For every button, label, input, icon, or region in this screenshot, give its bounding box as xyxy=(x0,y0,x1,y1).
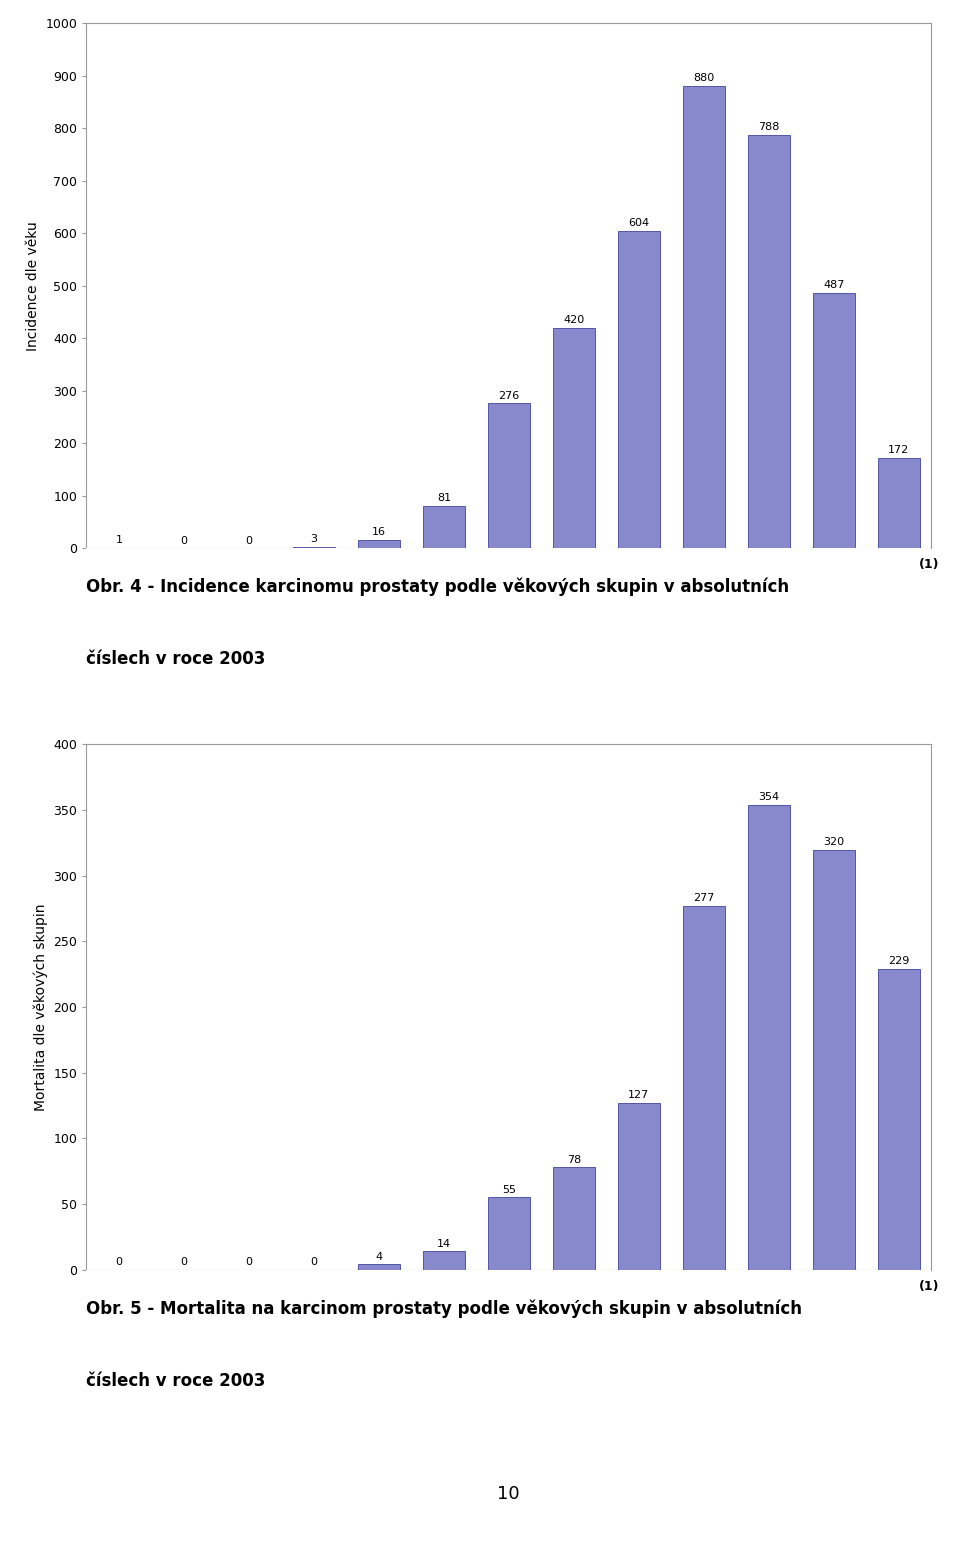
Text: 354: 354 xyxy=(758,793,780,802)
Bar xyxy=(358,541,400,548)
Text: (1): (1) xyxy=(919,558,939,572)
Bar xyxy=(293,547,335,548)
Bar xyxy=(358,1264,400,1270)
Text: 3: 3 xyxy=(310,535,318,544)
Text: 127: 127 xyxy=(628,1091,649,1100)
Bar xyxy=(877,969,920,1270)
Text: 1: 1 xyxy=(115,535,122,545)
Text: Obr. 5 - Mortalita na karcinom prostaty podle věkových skupin v absolutních: Obr. 5 - Mortalita na karcinom prostaty … xyxy=(86,1299,803,1318)
Bar xyxy=(812,850,854,1270)
Text: 788: 788 xyxy=(758,122,780,131)
Bar xyxy=(488,1197,530,1270)
Bar xyxy=(748,134,790,548)
Bar xyxy=(553,328,595,548)
Text: 0: 0 xyxy=(180,536,187,545)
Text: 14: 14 xyxy=(437,1239,451,1248)
Text: 276: 276 xyxy=(498,391,519,400)
Bar xyxy=(488,403,530,548)
Bar xyxy=(748,805,790,1270)
Bar xyxy=(683,905,725,1270)
Text: 16: 16 xyxy=(372,527,386,538)
Text: 0: 0 xyxy=(115,1258,122,1267)
X-axis label: Věkové skupiny: Věkové skupiny xyxy=(455,576,563,590)
Text: 0: 0 xyxy=(180,1258,187,1267)
Y-axis label: Mortalita dle věkových skupin: Mortalita dle věkových skupin xyxy=(34,904,48,1111)
Text: 78: 78 xyxy=(566,1154,581,1165)
Text: 4: 4 xyxy=(375,1251,382,1262)
Text: 0: 0 xyxy=(246,1258,252,1267)
Text: 10: 10 xyxy=(497,1485,520,1503)
Text: (1): (1) xyxy=(919,1279,939,1293)
Text: 229: 229 xyxy=(888,956,909,966)
Text: 880: 880 xyxy=(693,74,714,83)
Bar xyxy=(422,1251,465,1270)
Text: 81: 81 xyxy=(437,493,451,504)
Text: 172: 172 xyxy=(888,445,909,456)
Text: Obr. 4 - Incidence karcinomu prostaty podle věkových skupin v absolutních: Obr. 4 - Incidence karcinomu prostaty po… xyxy=(86,578,789,596)
Bar xyxy=(553,1168,595,1270)
Bar xyxy=(422,505,465,548)
Text: 0: 0 xyxy=(246,536,252,545)
Bar xyxy=(617,232,660,548)
Bar xyxy=(877,457,920,548)
X-axis label: Věkové skupiny: Věkové skupiny xyxy=(455,1298,563,1312)
Text: 420: 420 xyxy=(564,315,585,324)
Text: 55: 55 xyxy=(502,1185,516,1194)
Text: 277: 277 xyxy=(693,893,714,904)
Text: 487: 487 xyxy=(823,280,845,290)
Y-axis label: Incidence dle věku: Incidence dle věku xyxy=(26,221,40,351)
Bar xyxy=(683,87,725,548)
Bar xyxy=(617,1103,660,1270)
Text: číslech v roce 2003: číslech v roce 2003 xyxy=(86,1372,266,1389)
Text: 0: 0 xyxy=(310,1258,318,1267)
Bar xyxy=(812,292,854,548)
Text: číslech v roce 2003: číslech v roce 2003 xyxy=(86,650,266,669)
Text: 604: 604 xyxy=(628,218,649,229)
Text: 320: 320 xyxy=(823,837,844,847)
